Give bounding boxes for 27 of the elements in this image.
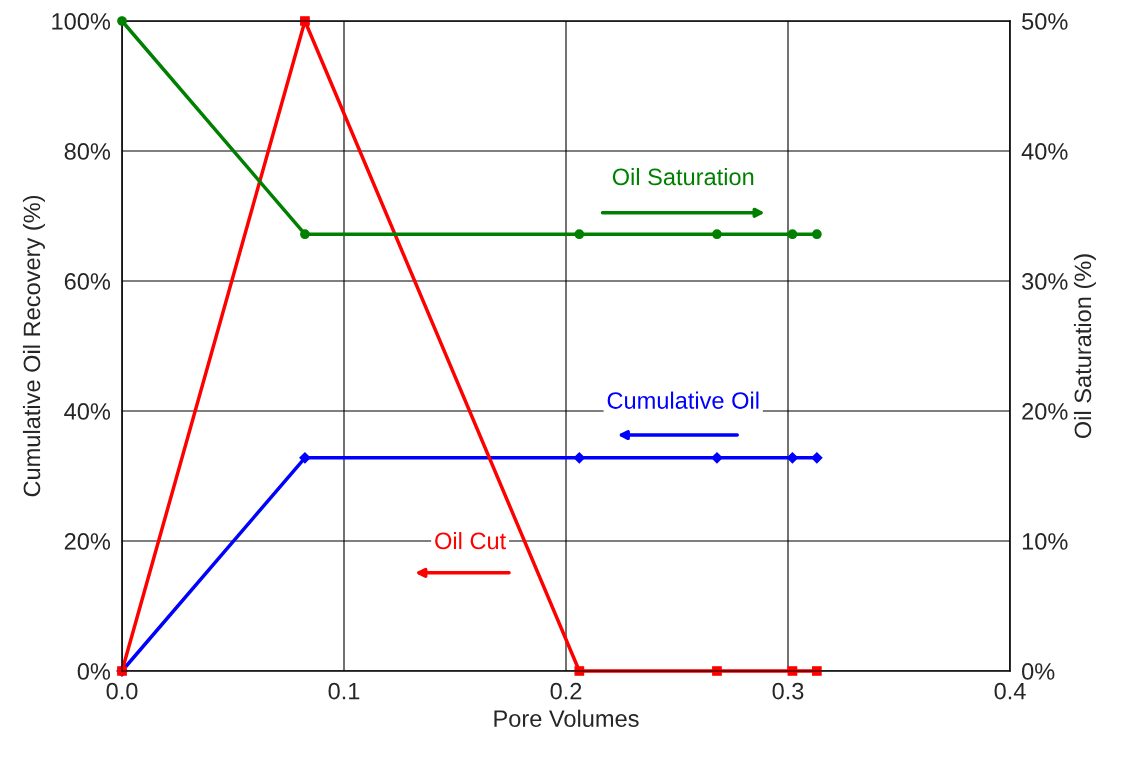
y-tick-label: 60%: [64, 273, 111, 290]
x-tick-label: 0.0: [106, 682, 138, 700]
annotation: Oil Saturation: [612, 167, 754, 186]
point: [711, 452, 723, 464]
x-tick-label: 0.3: [772, 682, 804, 700]
annotation: Oil Cut: [435, 531, 506, 550]
y-axis-title: Cumulative Oil Recovery (%): [22, 195, 45, 497]
y2-tick-label: 0%: [1022, 663, 1055, 680]
x-tick-label: 0.1: [328, 682, 360, 700]
y2-tick-label: 10%: [1022, 533, 1068, 550]
annotation: Cumulative Oil: [607, 391, 759, 409]
y-tick-label: 20%: [64, 533, 111, 550]
point: [299, 452, 311, 464]
y2-tick-label: 20%: [1022, 403, 1068, 420]
x-tick-label: 0.2: [550, 682, 582, 700]
y-tick-label: 100%: [52, 13, 111, 30]
y-tick-label: 0%: [77, 663, 111, 680]
y-tick-label: 80%: [64, 143, 111, 160]
x-tick-label: 0.4: [994, 682, 1026, 700]
point: [573, 452, 585, 464]
y2-tick-label: 40%: [1021, 143, 1068, 160]
y2-tick-label: 50%: [1022, 13, 1068, 30]
x-axis-title: Pore Volumes: [494, 709, 639, 728]
y2-tick-label: 30%: [1022, 273, 1068, 290]
point: [811, 452, 823, 464]
y-tick-label: 40%: [64, 403, 111, 420]
y2-axis-title: Oil Saturation (%): [1073, 254, 1096, 439]
